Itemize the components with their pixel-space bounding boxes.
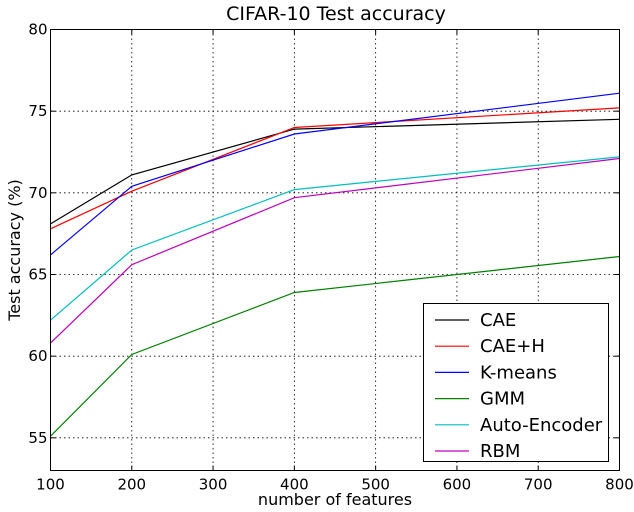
y-tick-label: 55	[28, 429, 47, 447]
series-lines	[50, 92, 620, 437]
x-tick-label: 100	[36, 476, 65, 494]
series-line-k-means	[50, 92, 620, 256]
legend-label: Auto-Encoder	[480, 415, 603, 436]
plot-frame	[50, 29, 620, 471]
y-tick-label: 75	[28, 102, 47, 120]
x-tick-label: 400	[280, 476, 309, 494]
legend-label: GMM	[480, 389, 525, 410]
legend-label: CAE+H	[480, 336, 545, 357]
chart-title: CIFAR-10 Test accuracy	[226, 3, 446, 25]
series-line-gmm	[50, 255, 620, 437]
x-tick-label: 700	[524, 476, 553, 494]
y-tick-label: 60	[28, 347, 47, 365]
legend-label: K-means	[480, 362, 557, 383]
y-axis-label: Test accuracy (%)	[5, 179, 24, 322]
legend: CAE CAE+H K-means GMM Auto-Encoder RBM	[423, 303, 609, 462]
x-tick-label: 800	[605, 476, 634, 494]
series-line-cae-h	[50, 107, 620, 230]
y-tick-label: 80	[28, 21, 47, 39]
axis-ticks: 100 200 300 400 500 600 700 800 55 60 65 70 75 80	[28, 21, 633, 494]
legend-box	[423, 303, 609, 462]
series-line-cae	[50, 118, 620, 225]
x-tick-label: 300	[199, 476, 228, 494]
series-line-rbm	[50, 157, 620, 344]
y-tick-label: 70	[28, 184, 47, 202]
x-tick-label: 500	[361, 476, 390, 494]
x-axis-label: number of features	[258, 490, 412, 509]
legend-label: RBM	[480, 441, 520, 462]
x-tick-label: 200	[117, 476, 146, 494]
y-tick-label: 65	[28, 266, 47, 284]
series-line-auto-encoder	[50, 156, 620, 321]
x-tick-label: 600	[443, 476, 472, 494]
legend-label: CAE	[480, 310, 516, 331]
